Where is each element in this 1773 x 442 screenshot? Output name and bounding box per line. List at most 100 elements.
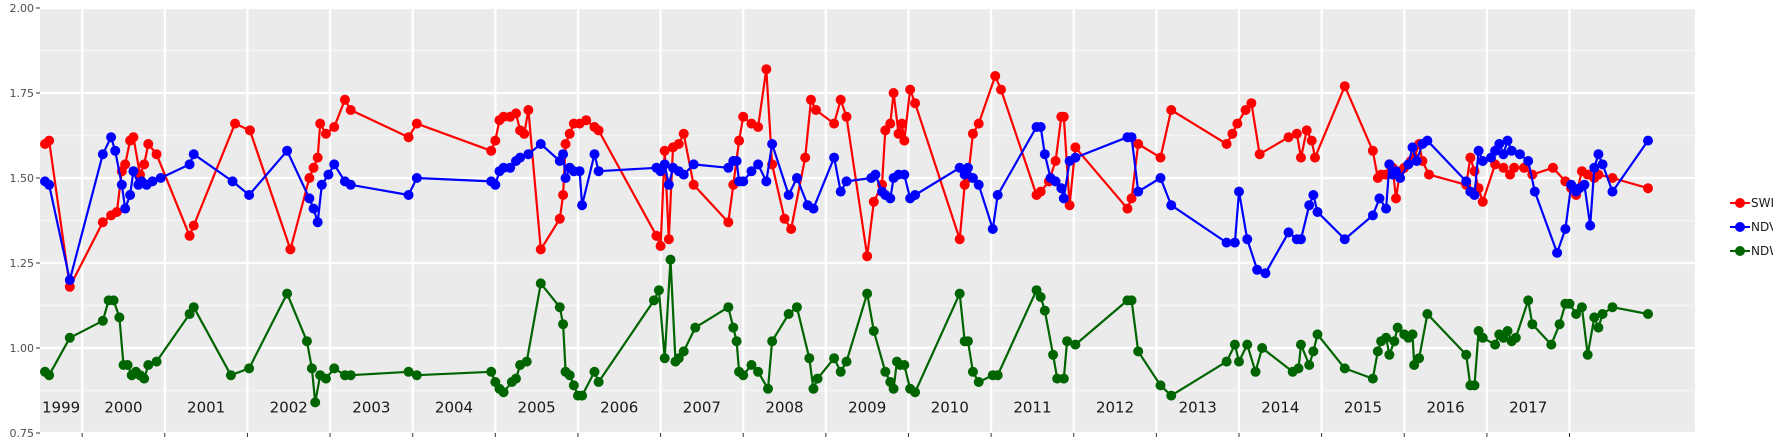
data-point: [1585, 220, 1596, 231]
data-point: [663, 234, 674, 245]
data-point: [558, 190, 569, 200]
data-point: [581, 115, 592, 126]
data-point: [967, 173, 978, 183]
data-point: [1498, 162, 1509, 173]
data-point: [1155, 380, 1166, 391]
data-point: [1593, 149, 1604, 160]
data-point: [523, 149, 534, 160]
data-point: [498, 387, 509, 398]
data-point: [1384, 349, 1395, 360]
data-point: [1221, 237, 1232, 248]
data-point: [862, 251, 873, 262]
data-point: [1254, 149, 1265, 160]
legend-label: NDWI: [1751, 244, 1773, 258]
data-point: [1582, 349, 1593, 360]
data-point: [910, 387, 921, 398]
year-label: 2010: [931, 399, 969, 417]
data-point: [535, 139, 546, 149]
data-point: [910, 98, 921, 109]
year-label: 2009: [848, 399, 886, 417]
data-point: [899, 135, 910, 146]
data-point: [868, 196, 879, 207]
data-point: [1058, 111, 1069, 122]
data-point: [870, 169, 881, 180]
data-point: [783, 190, 794, 200]
data-point: [1607, 173, 1618, 183]
data-point: [1381, 203, 1392, 214]
data-point: [987, 224, 998, 234]
data-point: [345, 179, 356, 190]
data-point: [577, 200, 588, 211]
data-point: [753, 366, 764, 377]
data-point: [244, 190, 255, 200]
data-point: [1155, 152, 1166, 163]
data-point: [490, 179, 501, 190]
data-point: [403, 366, 414, 377]
data-point: [1411, 156, 1422, 166]
data-point: [155, 173, 166, 183]
data-point: [1527, 319, 1538, 330]
data-point: [678, 128, 689, 139]
year-label: 1999: [42, 399, 80, 417]
data-point: [1058, 373, 1069, 384]
data-point: [753, 122, 764, 132]
data-point: [678, 346, 689, 357]
data-point: [1597, 309, 1608, 319]
data-point: [560, 173, 571, 183]
data-point: [1133, 139, 1144, 149]
data-point: [1039, 149, 1050, 160]
legend-item-ndvi: NDVI: [1730, 220, 1773, 234]
data-point: [885, 118, 896, 129]
data-point: [1058, 193, 1069, 204]
data-point: [411, 173, 422, 183]
legend-key-marker: [1735, 222, 1745, 232]
year-label: 2013: [1179, 399, 1217, 417]
data-point: [593, 125, 604, 136]
y-tick-label: 1.50: [10, 172, 35, 185]
year-label: 2001: [187, 399, 225, 417]
data-point: [753, 159, 764, 170]
data-point: [728, 322, 739, 333]
data-point: [805, 94, 816, 105]
data-point: [306, 363, 317, 374]
data-point: [1240, 105, 1251, 115]
data-point: [44, 135, 55, 146]
data-point: [304, 193, 315, 204]
data-point: [1607, 186, 1618, 197]
data-point: [1295, 339, 1306, 350]
data-point: [1523, 295, 1534, 306]
legend-item-swir: SWIR: [1730, 196, 1773, 210]
data-point: [1607, 302, 1618, 313]
data-point: [315, 118, 326, 129]
legend-key-marker: [1735, 246, 1745, 256]
data-point: [1498, 149, 1509, 160]
data-point: [885, 193, 896, 204]
data-point: [116, 179, 127, 190]
data-point: [486, 145, 497, 156]
data-point: [106, 132, 117, 143]
data-point: [1126, 295, 1137, 306]
data-point: [1424, 169, 1435, 180]
data-point: [282, 145, 293, 156]
data-point: [128, 132, 139, 143]
data-point: [535, 244, 546, 255]
data-point: [44, 179, 55, 190]
data-point: [1392, 322, 1403, 333]
data-point: [962, 336, 973, 347]
data-point: [560, 139, 571, 149]
data-point: [992, 190, 1003, 200]
data-point: [329, 363, 340, 374]
data-point: [147, 176, 158, 187]
data-point: [1469, 190, 1480, 200]
data-point: [323, 169, 334, 180]
data-point: [1133, 186, 1144, 197]
data-point: [1643, 309, 1653, 319]
data-point: [1465, 152, 1476, 163]
data-point: [738, 370, 749, 381]
data-point: [486, 366, 497, 377]
data-point: [558, 149, 569, 160]
data-point: [1523, 156, 1534, 166]
data-point: [1367, 373, 1378, 384]
data-point: [992, 370, 1003, 381]
data-point: [738, 111, 749, 122]
